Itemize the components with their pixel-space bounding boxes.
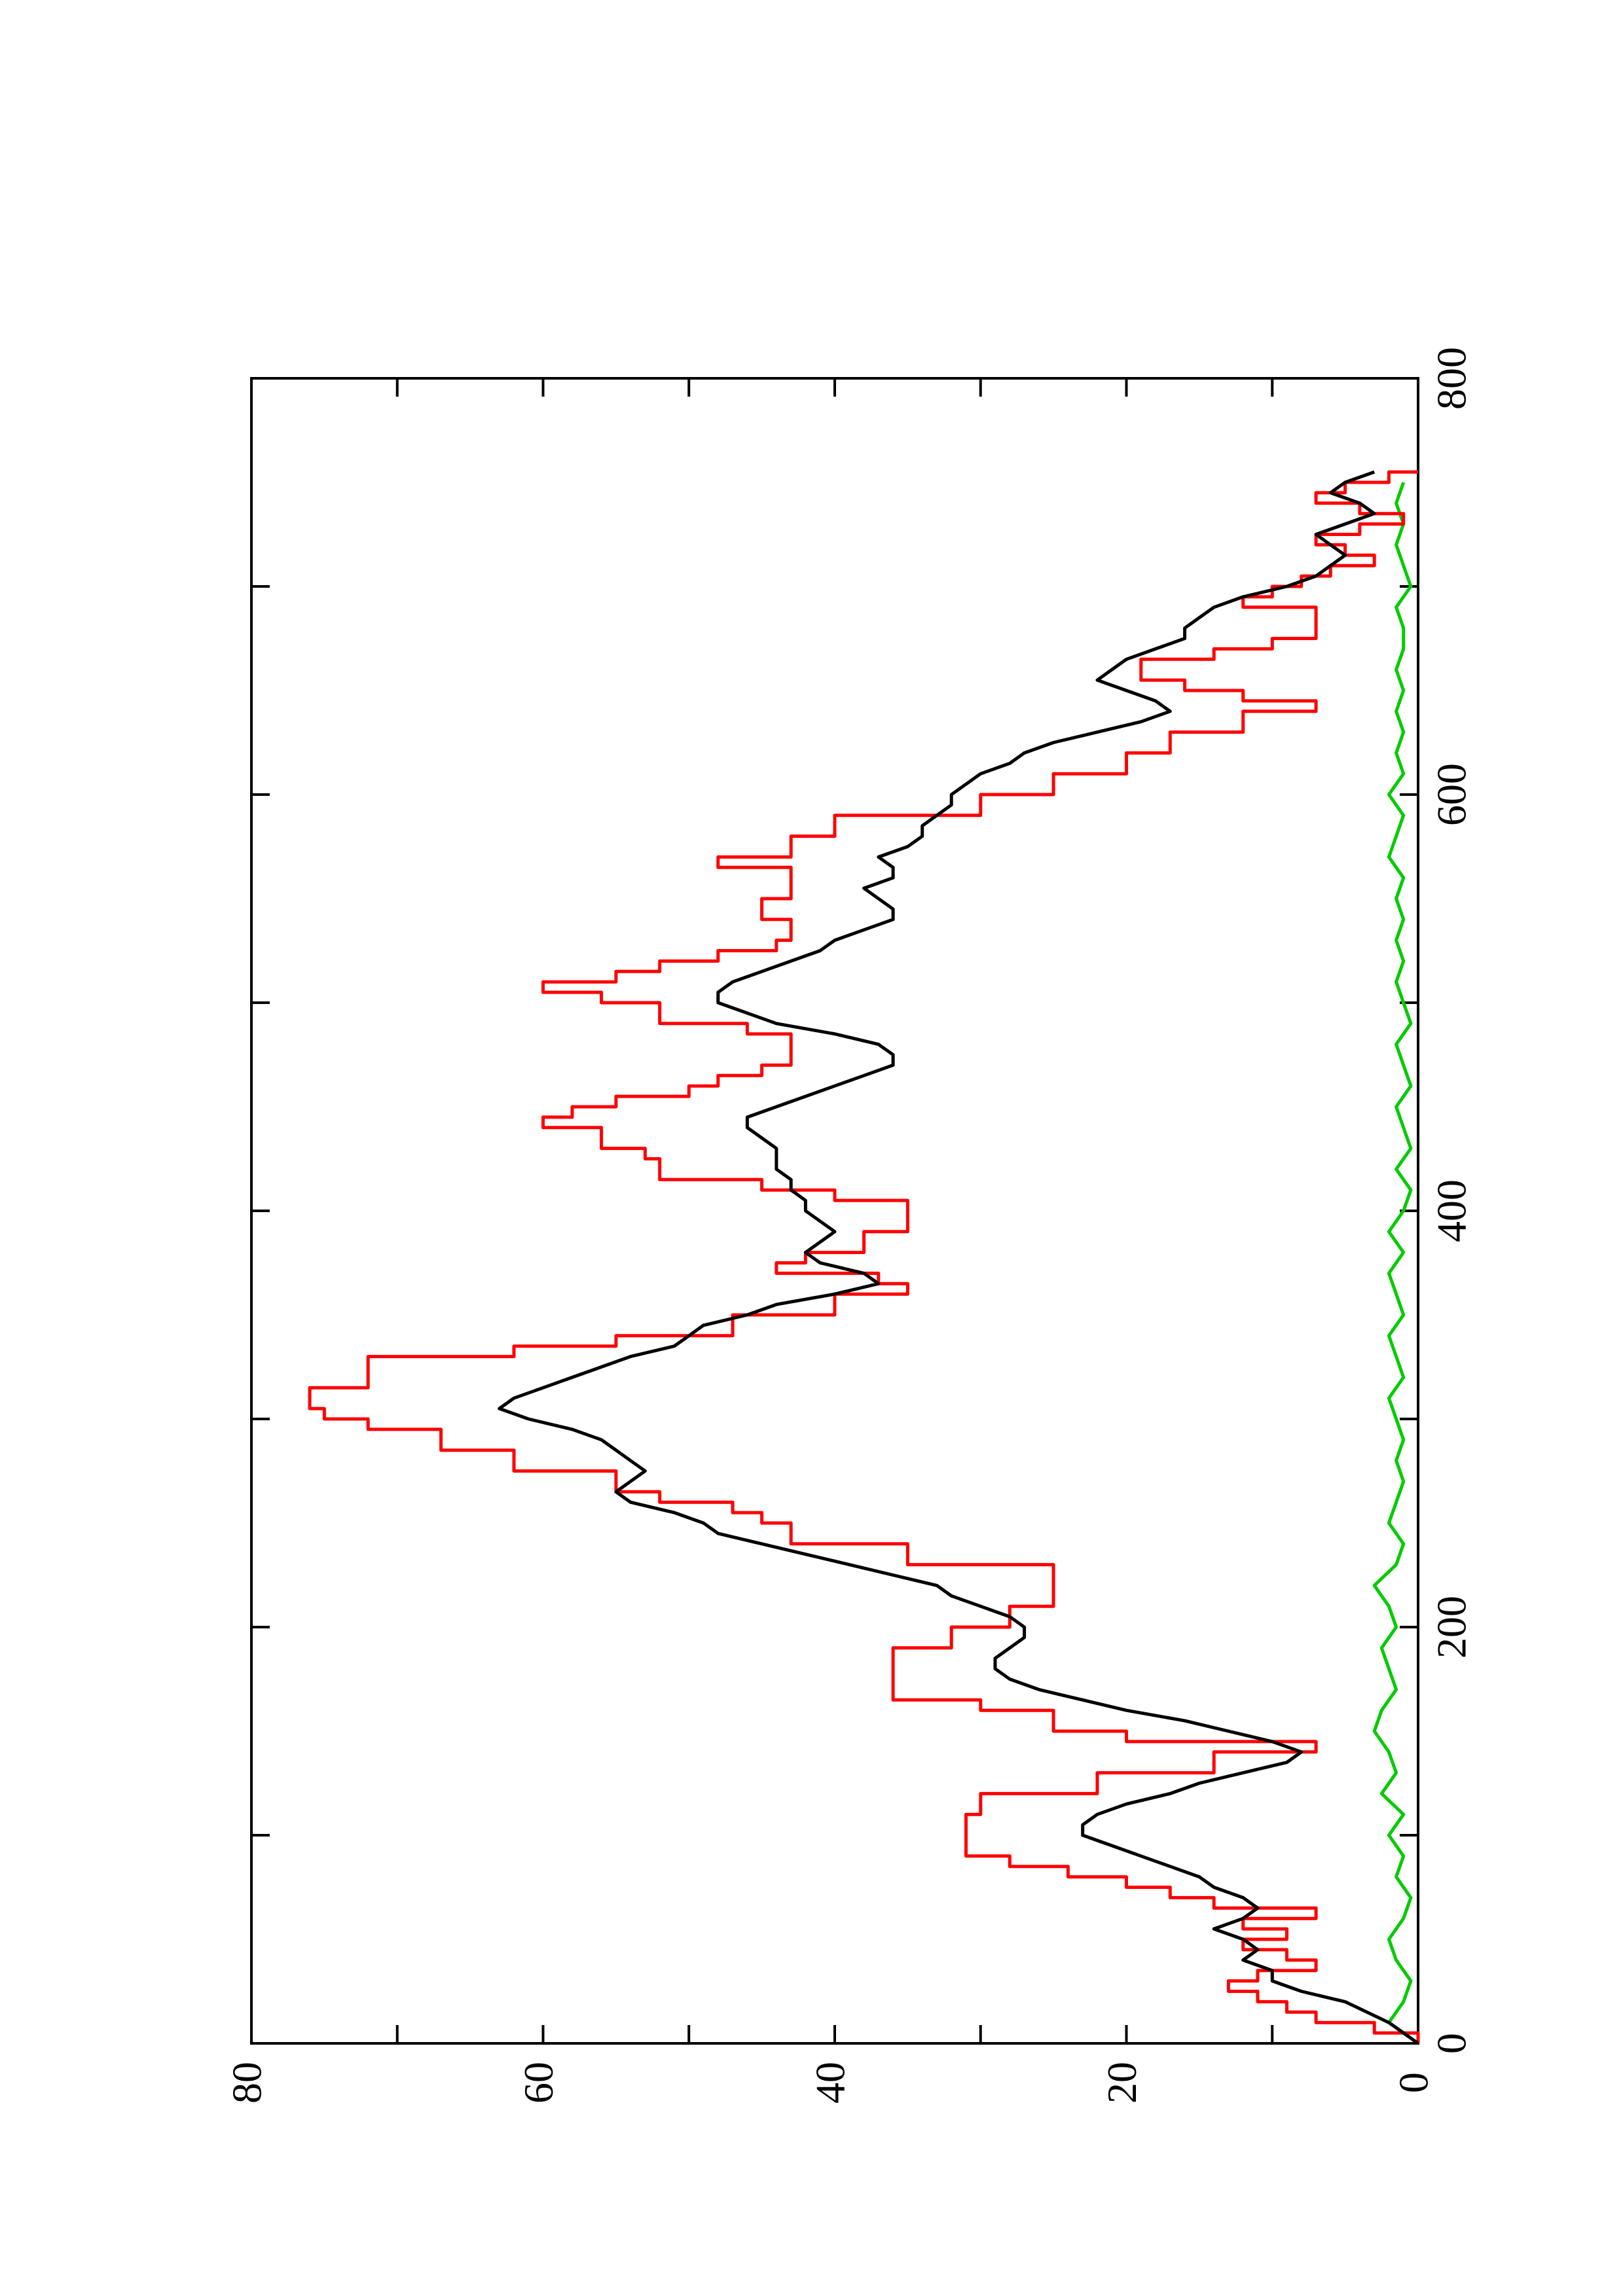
x-tick-label: 0 [1429, 2033, 1475, 2054]
series-black-line [498, 470, 1419, 2045]
x-tick-label: 200 [1429, 1596, 1475, 1659]
axis-tick-labels: 0 200 400 600 800 0 20 40 60 80 [224, 347, 1475, 2104]
y-tick-label: 0 [1391, 2072, 1437, 2093]
y-tick-label: 20 [1099, 2062, 1145, 2104]
x-tick-label: 600 [1429, 763, 1475, 826]
x-tick-label: 800 [1429, 347, 1475, 410]
plot-frame [250, 377, 1419, 2045]
y-tick-label: 80 [224, 2062, 270, 2104]
y-tick-label: 60 [515, 2062, 562, 2104]
axis-ticks [250, 377, 1419, 2045]
series-green-line [1372, 482, 1419, 2045]
series-red-line [308, 470, 1420, 2043]
series-layer [308, 470, 1420, 2045]
x-tick-label: 400 [1429, 1179, 1475, 1242]
y-tick-label: 40 [807, 2062, 854, 2104]
